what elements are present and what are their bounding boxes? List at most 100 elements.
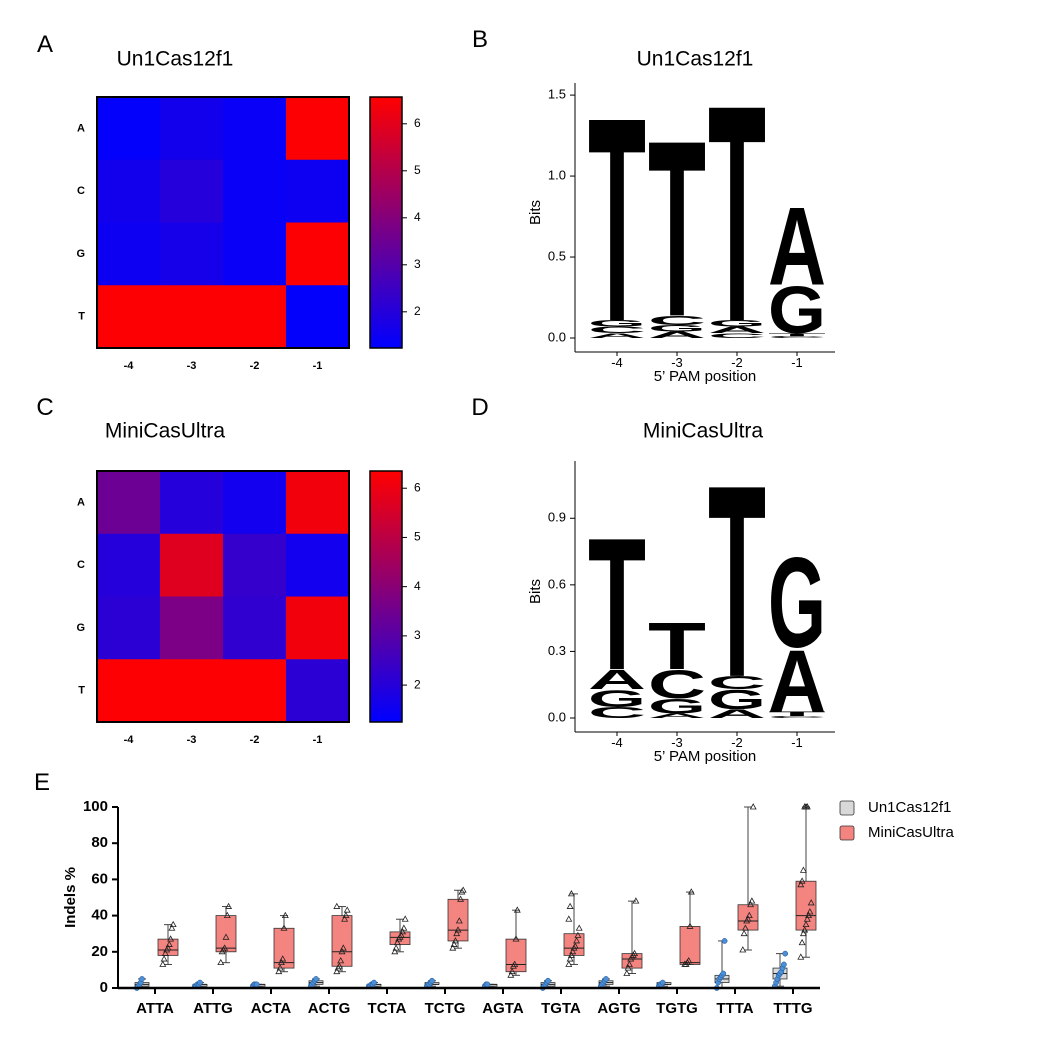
colorbar-tick-label: 2 [414,677,421,691]
data-point [484,981,491,988]
column-label: -3 [187,360,197,372]
x-tick-label: -1 [791,355,803,370]
logo-letter: G [648,324,706,334]
row-label: C [77,185,85,197]
y-tick-label: 100 [83,798,108,815]
data-point [721,938,728,944]
heatmap-cell [286,97,350,161]
panel-label: A [37,31,53,58]
y-tick-label: 0.0 [548,329,566,344]
data-point [569,947,577,955]
data-point [454,926,462,933]
logo-letter: G [588,319,646,329]
legend-label: MiniCasUltra [868,824,955,841]
x-tick-label: ATTA [136,1000,174,1017]
logo-letter: G [708,319,766,329]
y-tick-label: 0.9 [548,510,566,525]
box [273,927,295,969]
data-point [745,911,753,918]
data-point [455,917,463,924]
column-label: -2 [250,360,260,372]
y-tick-label: 1.5 [548,87,566,102]
data-point [225,902,233,909]
data-point [573,937,581,944]
data-point [659,979,666,986]
x-tick-label: AGTA [482,1000,524,1017]
y-axis-label: Bits [527,579,544,604]
row-label: T [78,685,85,697]
logo-letter: T [588,58,646,383]
heatmap-cell [97,97,161,161]
row-label: G [76,248,85,260]
data-point [802,920,810,928]
heatmap-cell [160,222,224,286]
heatmap-cell [97,222,161,286]
data-point [798,938,806,946]
data-point [566,902,574,909]
data-point [625,960,633,967]
heatmap-cell [286,285,350,349]
box [795,880,817,931]
x-tick-label: -2 [731,735,743,750]
x-tick-label: -1 [791,735,803,750]
x-tick-label: -4 [611,355,623,370]
heatmap-cell [223,159,287,223]
chart-title: Un1Cas12f1 [637,48,754,71]
row-label: T [78,311,85,323]
data-point [782,950,789,957]
logo-letter: A [648,713,706,720]
data-point [371,979,377,986]
data-point [333,967,341,975]
data-point [631,949,639,957]
y-axis-label: Indels % [62,867,79,928]
data-point [623,969,631,976]
heatmap-cell [97,471,161,535]
y-tick-label: 0.3 [548,643,566,658]
heatmap-cell [223,97,287,161]
logo-letter: A [648,330,706,340]
data-point [740,929,748,937]
colorbar-tick-label: 6 [414,116,421,130]
data-point [798,877,806,884]
data-point [781,961,787,968]
colorbar [369,96,403,349]
data-point [801,926,809,933]
data-point [805,911,813,918]
logo-letter: G [648,695,706,719]
data-point [342,911,350,918]
data-point [280,924,288,931]
data-point [401,915,409,922]
data-point [339,944,347,951]
heatmap-cell [286,533,350,597]
data-point [169,920,177,928]
heatmap-cell [160,97,224,161]
data-point [450,940,458,947]
legend-swatch [839,800,855,816]
heatmap-frame [96,470,350,723]
y-axis-label: Bits [527,200,544,225]
data-point [507,971,515,978]
data-point [797,953,805,960]
heatmap-cell [160,159,224,223]
data-point [747,900,755,908]
column-label: -4 [124,360,135,372]
data-point [221,944,229,951]
y-tick-label: 0.0 [548,709,566,724]
colorbar-tick-label: 2 [414,304,421,318]
heatmap-cell [223,596,287,660]
data-point [393,938,401,946]
chart-title: Un1Cas12f1 [117,48,234,71]
row-label: A [77,122,85,134]
logo-letter: T [648,609,706,684]
data-point [392,944,400,951]
data-point [397,931,405,938]
data-point [797,881,805,888]
logo-letter: G [588,685,646,712]
data-point [449,944,457,951]
data-point [222,933,230,940]
heatmap-cell [97,285,161,349]
heatmap-frame [96,96,350,349]
row-label: C [77,559,85,571]
x-tick-label: ACTG [308,1000,351,1017]
data-point [545,977,551,984]
